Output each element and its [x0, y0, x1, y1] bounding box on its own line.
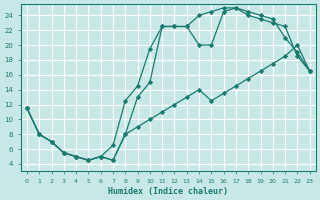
X-axis label: Humidex (Indice chaleur): Humidex (Indice chaleur) [108, 187, 228, 196]
